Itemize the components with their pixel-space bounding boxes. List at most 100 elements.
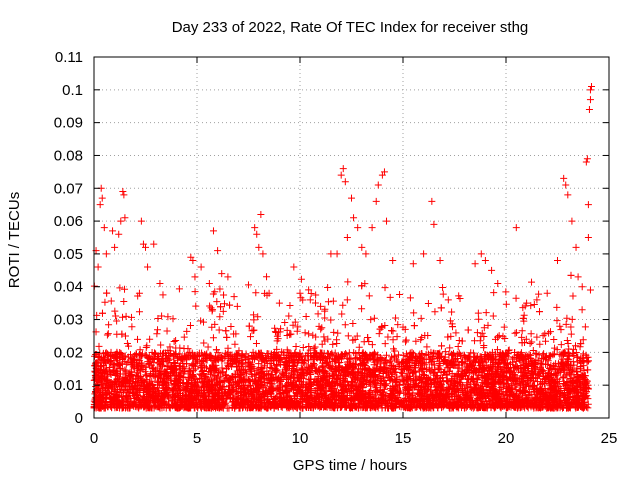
bulk-data-point bbox=[321, 337, 329, 345]
bulk-data-point bbox=[213, 298, 221, 306]
bulk-data-point bbox=[252, 339, 260, 347]
bulk-data-point bbox=[489, 312, 497, 320]
bulk-data-point bbox=[283, 326, 291, 334]
bulk-data-point bbox=[175, 285, 183, 293]
bulk-data-point bbox=[244, 281, 252, 289]
bulk-data-point bbox=[440, 369, 448, 377]
bulk-data-point bbox=[471, 337, 479, 345]
bulk-data-point bbox=[297, 364, 305, 372]
bulk-data-point bbox=[279, 349, 287, 357]
bulk-data-point bbox=[317, 325, 325, 333]
bulk-data-point bbox=[393, 333, 401, 341]
bulk-data-point bbox=[231, 340, 239, 348]
bulk-data-point bbox=[218, 364, 226, 372]
bulk-data-point bbox=[286, 331, 294, 339]
bulk-data-point bbox=[286, 301, 294, 309]
bulk-data-point bbox=[527, 330, 535, 338]
bulk-data-point bbox=[123, 339, 131, 347]
bulk-data-point bbox=[473, 329, 481, 337]
bulk-data-point bbox=[535, 290, 543, 298]
bulk-data-point bbox=[550, 336, 558, 344]
bulk-data-point bbox=[263, 273, 271, 281]
bulk-data-point bbox=[502, 300, 510, 308]
data-points bbox=[90, 83, 595, 412]
bulk-data-point bbox=[525, 351, 533, 359]
bulk-data-point bbox=[367, 316, 375, 324]
bulk-data-point bbox=[121, 332, 129, 340]
bulk-data-point bbox=[546, 328, 554, 336]
bulk-data-point bbox=[346, 388, 354, 396]
bulk-data-point bbox=[365, 338, 373, 346]
bulk-data-point bbox=[536, 340, 544, 348]
bulk-data-point bbox=[199, 318, 207, 326]
bulk-data-point bbox=[164, 313, 172, 321]
bulk-data-point bbox=[181, 352, 189, 360]
bulk-data-point bbox=[311, 299, 319, 307]
bulk-data-point bbox=[557, 341, 565, 349]
bulk-data-point bbox=[410, 376, 418, 384]
bulk-data-point bbox=[392, 314, 400, 322]
bulk-data-point bbox=[511, 329, 519, 337]
bulk-data-point bbox=[424, 300, 432, 308]
bulk-data-point bbox=[329, 297, 337, 305]
bulk-data-point bbox=[518, 327, 526, 335]
bulk-data-point bbox=[154, 326, 162, 334]
bulk-data-point bbox=[333, 340, 341, 348]
bulk-data-point bbox=[166, 355, 174, 363]
bulk-data-point bbox=[535, 351, 543, 359]
bulk-data-point bbox=[134, 292, 142, 300]
bulk-data-point bbox=[107, 297, 115, 305]
bulk-data-point bbox=[358, 305, 366, 313]
bulk-data-point bbox=[513, 363, 521, 371]
bulk-data-point bbox=[367, 382, 375, 390]
bulk-data-point bbox=[341, 321, 349, 329]
bulk-data-point bbox=[120, 387, 128, 395]
bulk-data-point bbox=[560, 361, 568, 369]
bulk-data-point bbox=[396, 290, 404, 298]
bulk-data-point bbox=[128, 323, 136, 331]
bulk-data-point bbox=[452, 329, 460, 337]
bulk-data-point bbox=[300, 360, 308, 368]
bulk-data-point bbox=[381, 284, 389, 292]
bulk-data-point bbox=[329, 340, 337, 348]
bulk-data-point bbox=[146, 335, 154, 343]
bulk-data-point bbox=[96, 388, 104, 396]
bulk-data-point bbox=[563, 361, 571, 369]
bulk-data-point bbox=[343, 296, 351, 304]
bulk-data-point bbox=[475, 315, 483, 323]
bulk-data-point bbox=[112, 312, 120, 320]
bulk-data-point bbox=[339, 301, 347, 309]
bulk-data-point bbox=[448, 308, 456, 316]
bulk-data-point bbox=[417, 314, 425, 322]
bulk-data-point bbox=[169, 315, 177, 323]
bulk-data-point bbox=[426, 367, 434, 375]
bulk-data-point bbox=[277, 354, 285, 362]
bulk-data-point bbox=[390, 389, 398, 397]
bulk-data-point bbox=[95, 342, 103, 350]
bulk-data-point bbox=[163, 327, 171, 335]
bulk-data-point bbox=[281, 319, 289, 327]
bulk-data-point bbox=[477, 333, 485, 341]
bulk-data-point bbox=[105, 321, 113, 329]
bulk-data-point bbox=[121, 285, 129, 293]
bulk-data-point bbox=[124, 353, 132, 361]
bulk-data-point bbox=[219, 307, 227, 315]
bulk-data-point bbox=[526, 339, 534, 347]
bulk-data-point bbox=[578, 306, 586, 314]
bulk-data-point bbox=[252, 289, 260, 297]
bulk-data-point bbox=[155, 359, 163, 367]
bulk-data-point bbox=[310, 344, 318, 352]
bulk-data-point bbox=[454, 343, 462, 351]
bulk-data-point bbox=[311, 343, 319, 351]
bulk-data-point bbox=[493, 346, 501, 354]
bulk-data-point bbox=[532, 374, 540, 382]
bulk-data-point bbox=[119, 313, 127, 321]
bulk-data-point bbox=[209, 334, 217, 342]
bulk-data-point bbox=[286, 374, 294, 382]
bulk-data-point bbox=[463, 375, 471, 383]
bulk-data-point bbox=[402, 338, 410, 346]
bulk-data-point bbox=[355, 349, 363, 357]
bulk-data-point bbox=[291, 318, 299, 326]
bulk-data-point bbox=[289, 367, 297, 375]
bulk-data-point bbox=[236, 385, 244, 393]
